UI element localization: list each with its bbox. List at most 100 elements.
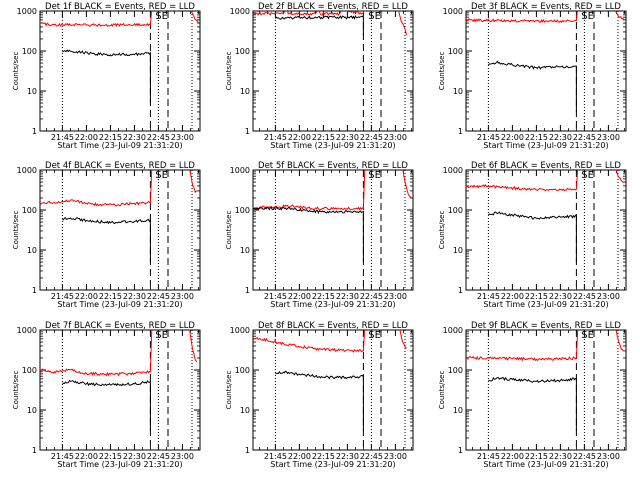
panel-1f-xtick-label: 22:30 [123, 133, 146, 142]
panel-1f-ytick-label: 100 [22, 47, 37, 56]
panel-8f-frame [252, 329, 414, 451]
panel-6f-xtick-label: 23:00 [597, 292, 620, 301]
panel-6f-ylabel: Counts/sec [438, 211, 446, 250]
panel-6f-series-lld [466, 170, 579, 192]
panel-7f-title: Det 7f BLACK = Events, RED = LLD [45, 321, 195, 331]
panel-9f-series-lld [615, 330, 625, 352]
panel-9f-xtick-label: 22:30 [549, 452, 572, 461]
panel-8f-series-lld [399, 330, 407, 349]
panel-8f-annotation-se: SE [368, 330, 381, 341]
panel-7f-series-events [62, 379, 151, 431]
panel-6f-title: Det 6f BLACK = Events, RED = LLD [471, 161, 621, 171]
panel-7f-series-lld [40, 330, 153, 377]
panel-7f-xtick-label: 22:30 [123, 452, 146, 461]
panel-5f-xtick-label: 22:30 [336, 292, 359, 301]
panel-9f-xtick-label: 23:00 [597, 452, 620, 461]
panel-5f-ytick-label: 1 [245, 286, 250, 295]
panel-2f-title: Det 2f BLACK = Events, RED = LLD [258, 2, 408, 12]
panel-4f-annotation-se: SE [155, 170, 168, 181]
panel-8f-xtick-label: 22:45 [360, 452, 383, 461]
panel-7f-ytick-label: 100 [22, 366, 37, 375]
panel-4f-xtick-label: 22:15 [99, 292, 122, 301]
panel-3f-ylabel: Counts/sec [438, 52, 446, 91]
panel-6f-frame [465, 169, 627, 291]
panel-7f-xtick-label: 22:15 [99, 452, 122, 461]
panel-4f-xlabel: Start Time (23-Jul-09 21:31:20) [57, 300, 182, 309]
panel-9f-frame [465, 329, 627, 451]
panel-5f-xtick-label: 22:45 [360, 292, 383, 301]
panel-1f-ytick-label: 1000 [17, 7, 37, 16]
panel-2f-series-events [275, 15, 364, 36]
panel-4f-ylabel: Counts/sec [12, 211, 20, 250]
panel-4f-series-lld [189, 170, 198, 193]
panel-5f-xtick-label: 23:00 [384, 292, 407, 301]
panel-8f-ytick-label: 100 [235, 366, 250, 375]
panel-5f-frame [252, 169, 414, 291]
panel-8f-xtick-label: 21:45 [264, 452, 287, 461]
panel-4f-ytick-label: 10 [27, 246, 37, 255]
panel-8f-xtick-label: 22:30 [336, 452, 359, 461]
panel-8f-ytick-label: 1000 [230, 326, 250, 335]
panel-3f-series-lld [614, 11, 625, 21]
panel-9f-xtick-label: 21:45 [477, 452, 500, 461]
panel-8f-ylabel: Counts/sec [225, 371, 233, 410]
panel-7f-xtick-label: 22:00 [75, 452, 98, 461]
panel-5f-xtick-label: 21:45 [264, 292, 287, 301]
panel-6f-xtick-label: 22:45 [573, 292, 596, 301]
panel-6f-xtick-label: 21:45 [477, 292, 500, 301]
panel-1f-series-lld [190, 11, 199, 23]
panel-9f-xlabel: Start Time (23-Jul-09 21:31:20) [483, 460, 608, 469]
panel-4f-xtick-label: 22:00 [75, 292, 98, 301]
panel-8f-ytick-label: 10 [240, 406, 250, 415]
panel-4f-ytick-label: 1 [32, 286, 37, 295]
panel-6f-ytick-label: 100 [448, 206, 463, 215]
panel-8f-title: Det 8f BLACK = Events, RED = LLD [258, 321, 408, 331]
panel-9f-ytick-label: 1 [458, 446, 463, 455]
panel-3f-xtick-label: 22:15 [525, 133, 548, 142]
panel-6f-xtick-label: 22:30 [549, 292, 572, 301]
panel-7f-frame [39, 329, 201, 451]
panel-9f-series-lld [466, 330, 579, 362]
panel-6f-xtick-label: 22:00 [501, 292, 524, 301]
panel-2f-xtick-label: 22:30 [336, 133, 359, 142]
panel-9f-xtick-label: 22:00 [501, 452, 524, 461]
panel-5f-ytick-label: 10 [240, 246, 250, 255]
panel-1f-frame [39, 10, 201, 132]
panel-2f-annotation-se: SE [368, 11, 381, 22]
panel-1f-ylabel: Counts/sec [12, 52, 20, 91]
panel-4f-frame [39, 169, 201, 291]
panel-8f-xtick-label: 22:15 [312, 452, 335, 461]
panel-7f-xtick-label: 22:45 [147, 452, 170, 461]
panel-1f-series-lld [40, 11, 153, 28]
panel-6f-ytick-label: 1 [458, 286, 463, 295]
panel-3f-series-events [488, 60, 577, 112]
panel-2f-frame [252, 10, 414, 132]
panel-8f-series-events [275, 370, 364, 431]
panel-9f-ylabel: Counts/sec [438, 371, 446, 410]
panel-3f-xtick-label: 21:45 [477, 133, 500, 142]
panel-1f-xtick-label: 22:15 [99, 133, 122, 142]
panel-9f-ytick-label: 100 [448, 366, 463, 375]
panel-3f-annotation-se: SE [581, 11, 594, 22]
panel-3f-ytick-label: 100 [448, 47, 463, 56]
panel-3f-ytick-label: 1000 [443, 7, 463, 16]
panel-6f-xtick-label: 22:15 [525, 292, 548, 301]
panel-9f-annotation-se: SE [581, 330, 594, 341]
panel-3f-xtick-label: 22:00 [501, 133, 524, 142]
panel-7f-ytick-label: 1 [32, 446, 37, 455]
panel-6f-xlabel: Start Time (23-Jul-09 21:31:20) [483, 300, 608, 309]
panel-9f-xtick-label: 22:45 [573, 452, 596, 461]
panel-5f-xlabel: Start Time (23-Jul-09 21:31:20) [270, 300, 395, 309]
panel-4f-series-lld [40, 170, 153, 207]
panel-2f-ytick-label: 100 [235, 47, 250, 56]
panel-2f-ylabel: Counts/sec [225, 52, 233, 91]
panel-6f-series-lld [615, 170, 625, 183]
panel-7f-xtick-label: 23:00 [171, 452, 194, 461]
panel-4f-xtick-label: 22:45 [147, 292, 170, 301]
panel-5f-series-events [253, 206, 364, 262]
panel-2f-ytick-label: 1 [245, 127, 250, 136]
panel-1f-ytick-label: 1 [32, 127, 37, 136]
panel-5f-xtick-label: 22:00 [288, 292, 311, 301]
panel-3f-xtick-label: 22:30 [549, 133, 572, 142]
